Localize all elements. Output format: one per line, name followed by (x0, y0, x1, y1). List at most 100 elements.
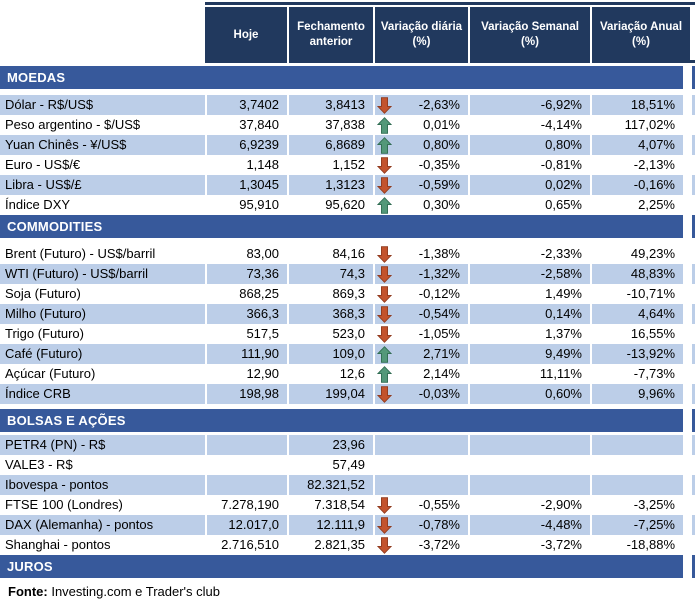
var-semanal-value (468, 455, 590, 475)
fechamento-value: 368,3 (287, 304, 373, 324)
var-anual-value: 117,02% (590, 115, 683, 135)
column-header-fechamento: Fechamento anterior (287, 7, 373, 63)
var-anual-value: 9,96% (590, 384, 683, 404)
var-diaria-value: -0,35% (418, 157, 460, 172)
instrument-label: DAX (Alemanha) - pontos (5, 517, 154, 532)
var-diaria-value: -1,32% (418, 266, 460, 281)
var-semanal-value (468, 435, 590, 455)
var-diaria-value: -0,54% (418, 306, 460, 321)
down-arrow-icon (377, 516, 392, 534)
section-rows-bolsas: PETR4 (PN) - R$ 23,96 VALE3 - R$ 57,49 Ibove… (0, 435, 695, 555)
fechamento-value: 37,838 (287, 115, 373, 135)
fechamento-value: 57,49 (287, 455, 373, 475)
instrument-label: Shanghai - pontos (5, 537, 111, 552)
var-diaria-value: -0,59% (418, 177, 460, 192)
source-label: Fonte: (8, 584, 48, 599)
up-arrow-icon (377, 365, 392, 383)
instrument-label: Yuan Chinês - ¥/US$ (5, 137, 127, 152)
fechamento-value: 95,620 (287, 195, 373, 215)
down-arrow-icon (377, 265, 392, 283)
var-semanal-value (468, 475, 590, 495)
fechamento-value: 869,3 (287, 284, 373, 304)
var-semanal-value: -2,90% (468, 495, 590, 515)
var-semanal-value: 0,02% (468, 175, 590, 195)
hoje-value: 366,3 (205, 304, 287, 324)
down-arrow-icon (377, 325, 392, 343)
var-diaria-value: 0,80% (423, 137, 460, 152)
instrument-label: Índice CRB (5, 386, 71, 401)
hoje-value: 6,9239 (205, 135, 287, 155)
instrument-label: WTI (Futuro) - US$/barril (5, 266, 149, 281)
hoje-value: 73,36 (205, 264, 287, 284)
top-border-strip (205, 2, 695, 5)
down-arrow-icon (377, 156, 392, 174)
var-anual-value: -13,92% (590, 344, 683, 364)
down-arrow-icon (377, 305, 392, 323)
table-row: Shanghai - pontos 2.716,510 2.821,35 -3,72%… (0, 535, 683, 555)
instrument-label: Índice DXY (5, 197, 71, 212)
var-diaria-cell: 2,71% (373, 344, 468, 364)
fechamento-value: 12,6 (287, 364, 373, 384)
var-anual-value: 18,51% (590, 95, 683, 115)
column-header-variacao-diaria: Variação diária (%) (373, 7, 468, 63)
var-semanal-value: -2,58% (468, 264, 590, 284)
fechamento-value: 82.321,52 (287, 475, 373, 495)
column-header-row: Hoje Fechamento anterior Variação diária… (205, 7, 690, 63)
var-anual-value: -18,88% (590, 535, 683, 555)
fechamento-value: 2.821,35 (287, 535, 373, 555)
var-semanal-value: 0,60% (468, 384, 590, 404)
hoje-value (205, 455, 287, 475)
var-semanal-value: -2,33% (468, 244, 590, 264)
section-rows-moedas: Dólar - R$/US$ 3,7402 3,8413 -2,63% -6,92% 18… (0, 95, 695, 215)
instrument-label: Açúcar (Futuro) (5, 366, 96, 381)
hoje-value: 3,7402 (205, 95, 287, 115)
up-arrow-icon (377, 345, 392, 363)
hoje-value: 1,148 (205, 155, 287, 175)
down-arrow-icon (377, 176, 392, 194)
table-row: VALE3 - R$ 57,49 (0, 455, 683, 475)
column-header-variacao-anual: Variação Anual (%) (590, 7, 690, 63)
instrument-label: Dólar - R$/US$ (5, 97, 94, 112)
fechamento-value: 12.111,9 (287, 515, 373, 535)
var-anual-value: -3,25% (590, 495, 683, 515)
fechamento-value: 7.318,54 (287, 495, 373, 515)
hoje-value: 12.017,0 (205, 515, 287, 535)
var-semanal-value: 0,80% (468, 135, 590, 155)
instrument-label: Café (Futuro) (5, 346, 83, 361)
var-anual-value: 48,83% (590, 264, 683, 284)
instrument-label: PETR4 (PN) - R$ (5, 437, 106, 452)
fechamento-value: 199,04 (287, 384, 373, 404)
hoje-value: 868,25 (205, 284, 287, 304)
var-diaria-cell: -1,05% (373, 324, 468, 344)
source-text: Investing.com e Trader's club (47, 584, 221, 599)
table-row: Libra - US$/£ 1,3045 1,3123 -0,59% 0,02% -0,1… (0, 175, 695, 195)
var-diaria-cell: -0,35% (373, 155, 468, 175)
hoje-value: 7.278,190 (205, 495, 287, 515)
var-diaria-cell: 0,80% (373, 135, 468, 155)
hoje-value (205, 435, 287, 455)
table-row: Trigo (Futuro) 517,5 523,0 -1,05% 1,37% 16,55… (0, 324, 683, 344)
table-row: Yuan Chinês - ¥/US$ 6,9239 6,8689 0,80% 0,80… (0, 135, 695, 155)
var-diaria-cell: -3,72% (373, 535, 468, 555)
fechamento-value: 84,16 (287, 244, 373, 264)
section-rows-commodities: Brent (Futuro) - US$/barril 83,00 84,16 -1,… (0, 244, 695, 404)
table-row: WTI (Futuro) - US$/barril 73,36 74,3 -1,32%… (0, 264, 695, 284)
var-diaria-cell (373, 455, 468, 475)
var-diaria-value: -0,03% (418, 386, 460, 401)
var-anual-value: -10,71% (590, 284, 683, 304)
instrument-label: Brent (Futuro) - US$/barril (5, 246, 156, 261)
source-note: Fonte: Investing.com e Trader's club (8, 584, 695, 599)
hoje-value: 517,5 (205, 324, 287, 344)
var-anual-value: -2,13% (590, 155, 683, 175)
down-arrow-icon (377, 496, 392, 514)
var-semanal-value: 11,11% (468, 364, 590, 384)
var-semanal-value: -3,72% (468, 535, 590, 555)
var-diaria-cell: -0,12% (373, 284, 468, 304)
instrument-label: VALE3 - R$ (5, 457, 73, 472)
var-semanal-value: 0,14% (468, 304, 590, 324)
var-diaria-cell: 2,14% (373, 364, 468, 384)
down-arrow-icon (377, 536, 392, 554)
hoje-value: 198,98 (205, 384, 287, 404)
table-row: DAX (Alemanha) - pontos 12.017,0 12.111,9 -… (0, 515, 695, 535)
fechamento-value: 1,152 (287, 155, 373, 175)
